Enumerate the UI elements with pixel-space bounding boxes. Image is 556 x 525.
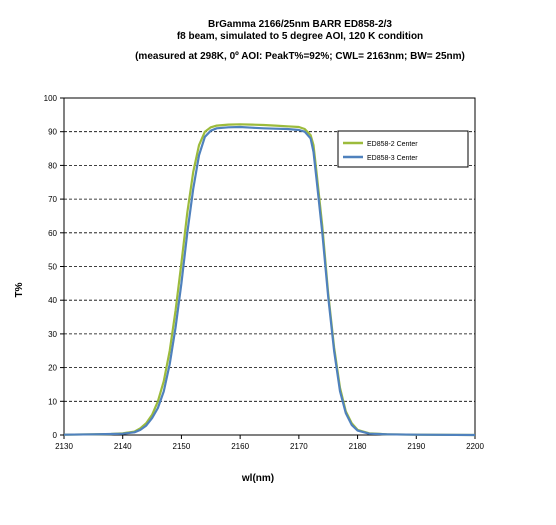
legend-label-ed858-3: ED858-3 Center (367, 155, 418, 162)
gridlines (64, 131, 475, 402)
chart-title: BrGamma 2166/25nm BARR ED858-2/3 (208, 19, 392, 30)
series-line-ed858-3-center (63, 125, 476, 437)
x-tick-label-2180: 2180 (349, 442, 367, 451)
series-lines (63, 123, 476, 437)
y-tick-label-10: 10 (48, 397, 57, 406)
x-tick-label-2140: 2140 (114, 442, 132, 451)
y-tick-label-90: 90 (48, 128, 57, 137)
x-tick-label-2190: 2190 (407, 442, 425, 451)
series-line-ed858-2-center (63, 123, 476, 437)
y-tick-label-0: 0 (53, 431, 58, 440)
x-tick-label-2200: 2200 (466, 442, 484, 451)
y-tick-label-100: 100 (44, 94, 58, 103)
y-tick-label-80: 80 (48, 161, 57, 170)
x-tick-label-2130: 2130 (55, 442, 73, 451)
y-tick-label-20: 20 (48, 364, 57, 373)
y-tick-label-30: 30 (48, 330, 57, 339)
x-tick-label-2160: 2160 (231, 442, 249, 451)
x-tick-label-2150: 2150 (173, 442, 191, 451)
y-axis-title: T% (14, 282, 25, 297)
legend-box (337, 130, 469, 168)
axis-ticks: 0 10 20 30 40 50 60 70 80 90 100 2130 2140 2150 2160 21… (44, 94, 485, 451)
x-axis-title: wl(nm) (241, 473, 274, 484)
chart-note: (measured at 298K, 0º AOI: PeakT%=92%; C… (135, 51, 465, 62)
y-tick-label-40: 40 (48, 296, 57, 305)
y-tick-label-50: 50 (48, 263, 57, 272)
y-tick-label-60: 60 (48, 229, 57, 238)
x-tick-label-2170: 2170 (290, 442, 308, 451)
chart-subtitle: f8 beam, simulated to 5 degree AOI, 120 … (177, 31, 423, 42)
legend: ED858-2 Center ED858-3 Center (337, 130, 469, 168)
legend-label-ed858-2: ED858-2 Center (367, 141, 418, 148)
y-tick-label-70: 70 (48, 195, 57, 204)
